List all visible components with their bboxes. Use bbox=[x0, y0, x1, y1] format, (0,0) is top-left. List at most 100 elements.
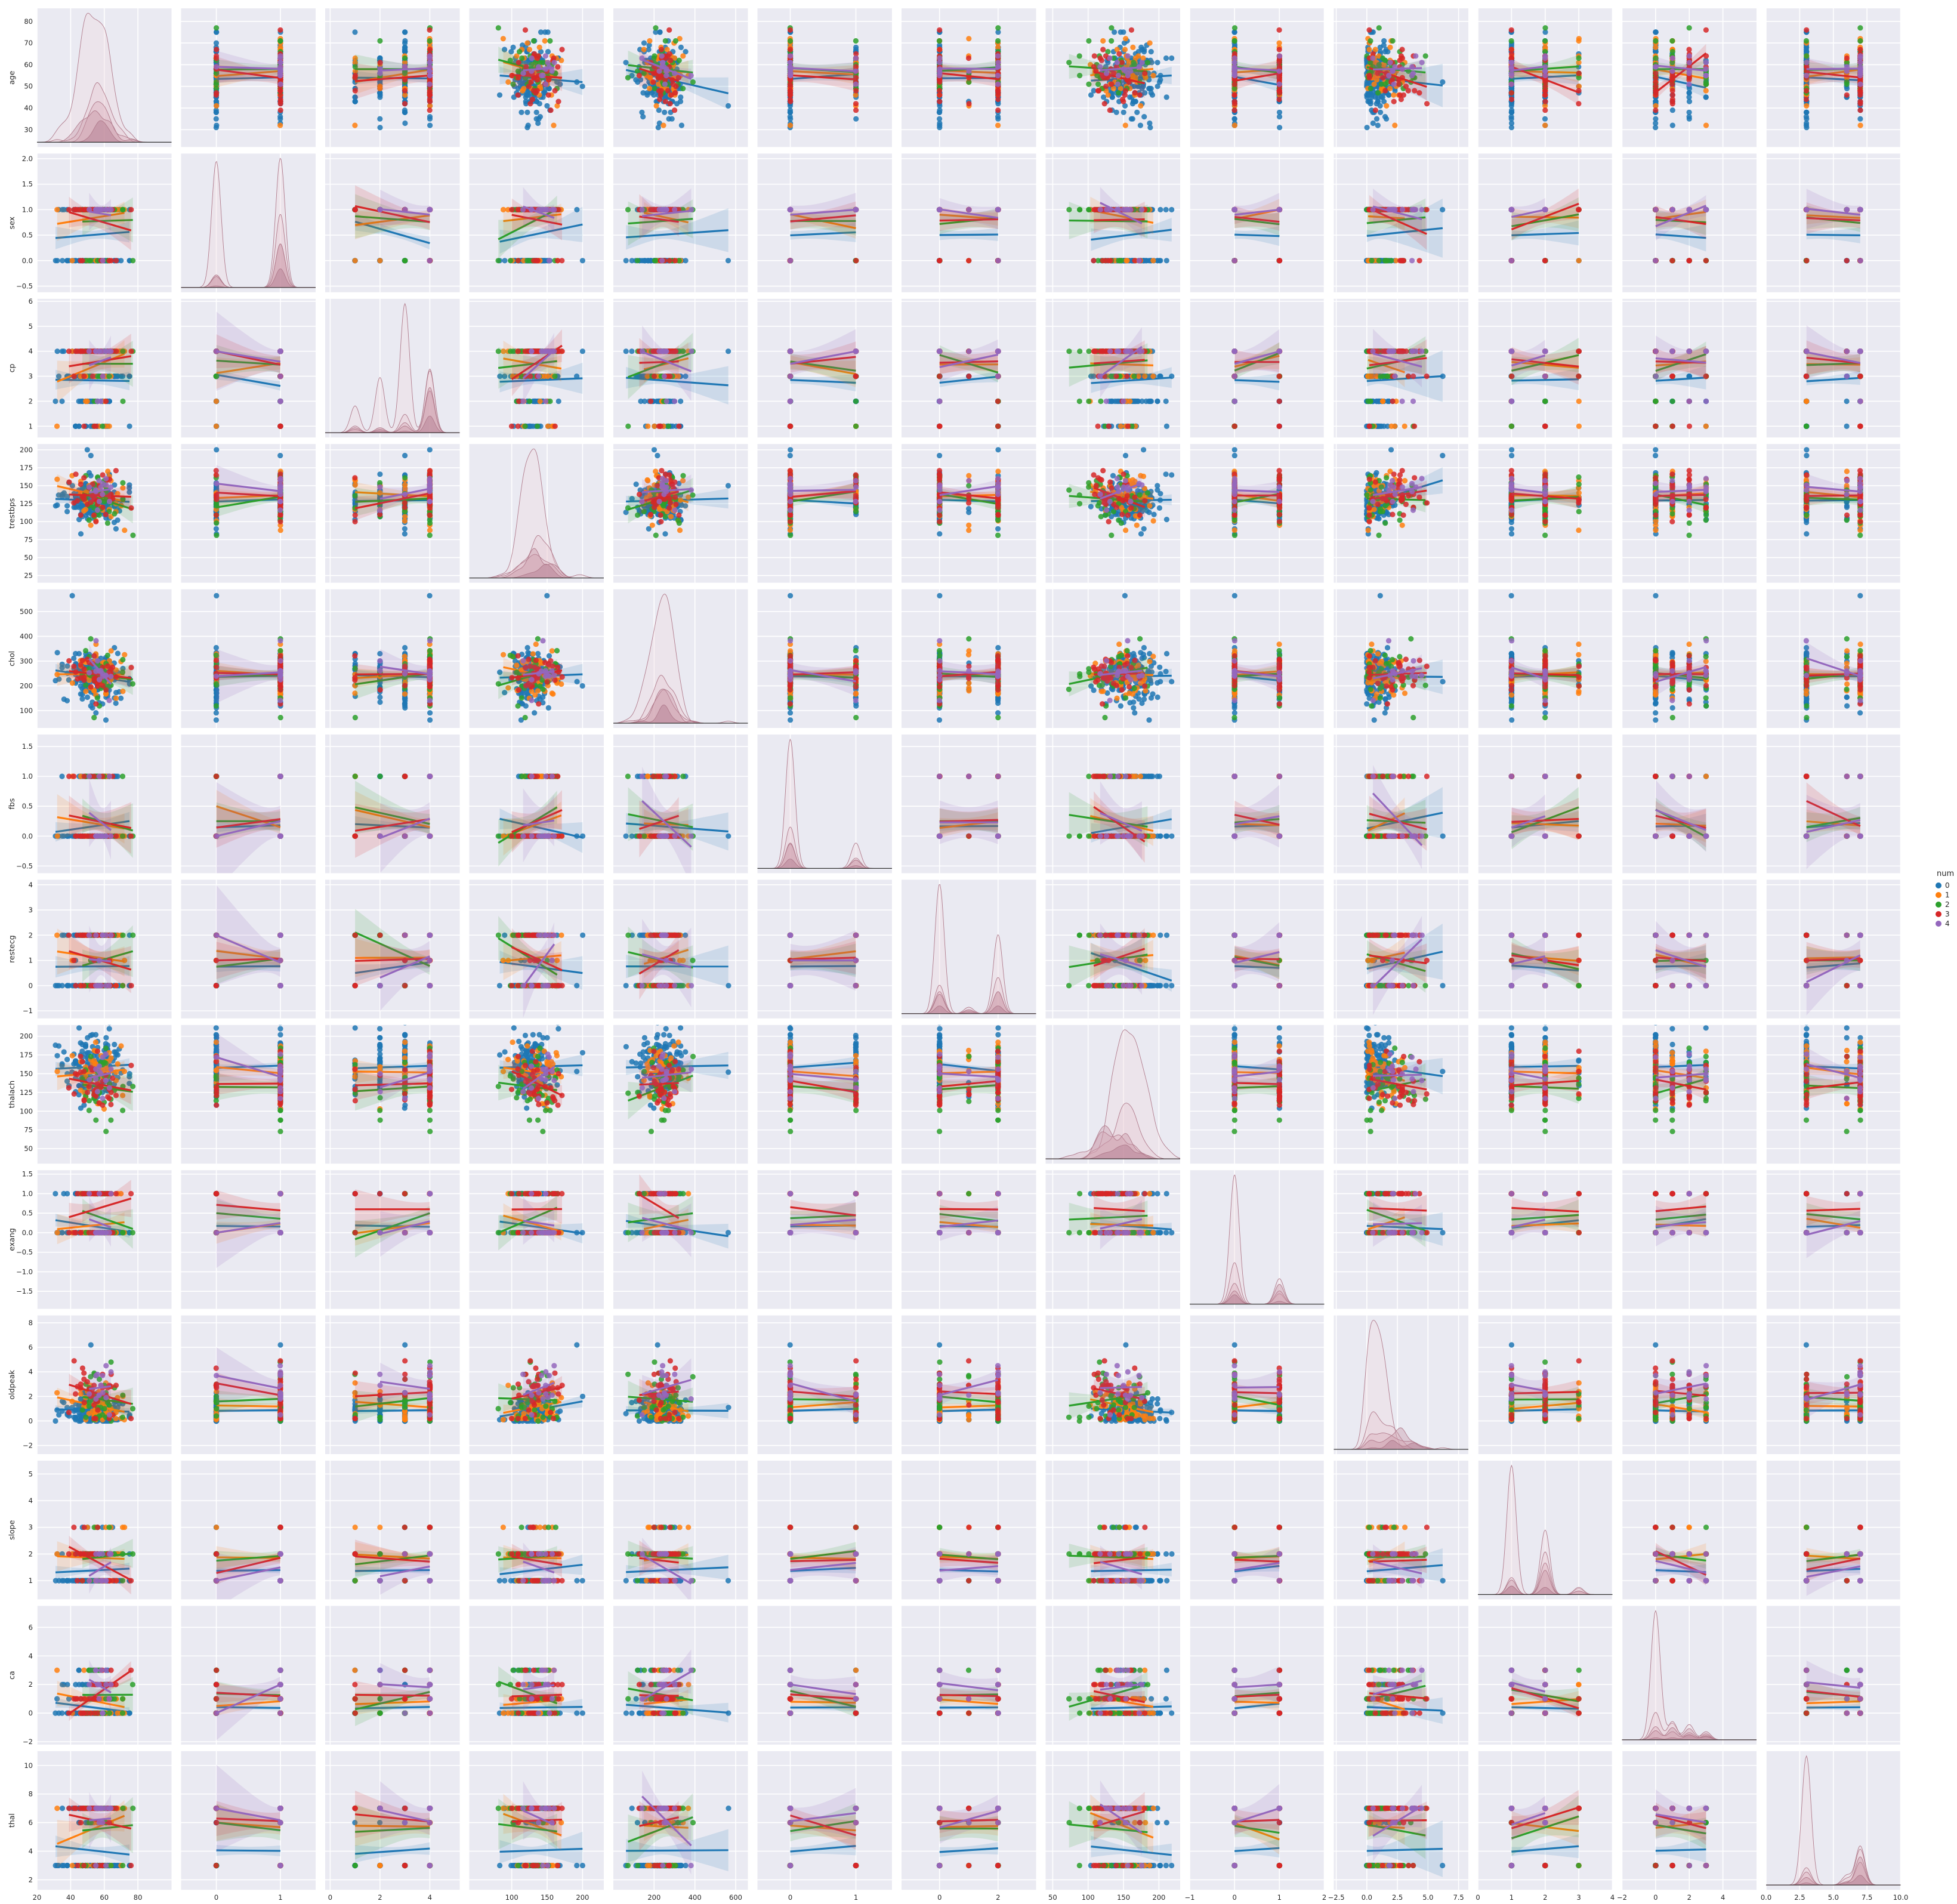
point-num-3 bbox=[937, 98, 943, 104]
point-num-3 bbox=[1803, 96, 1809, 103]
reg-line-num-3 bbox=[1369, 67, 1427, 88]
point-num-0 bbox=[542, 29, 548, 35]
point-num-4 bbox=[1703, 60, 1709, 66]
point-num-4 bbox=[1231, 60, 1237, 66]
reg-line-num-3 bbox=[638, 67, 680, 82]
point-num-4 bbox=[1370, 55, 1376, 61]
point-num-0 bbox=[533, 98, 540, 104]
point-num-3 bbox=[1403, 84, 1409, 90]
point-num-0 bbox=[1147, 125, 1153, 131]
point-num-3 bbox=[1100, 47, 1106, 53]
point-num-2 bbox=[533, 60, 539, 66]
point-num-1 bbox=[677, 36, 683, 42]
point-num-2 bbox=[966, 79, 972, 85]
point-num-2 bbox=[1669, 49, 1675, 55]
point-num-3 bbox=[1669, 88, 1675, 94]
point-num-4 bbox=[1097, 64, 1103, 70]
ci-band-num-3 bbox=[355, 63, 430, 100]
point-num-1 bbox=[1542, 122, 1548, 128]
point-num-2 bbox=[634, 258, 640, 264]
point-num-0 bbox=[623, 258, 629, 264]
cell-age-vs-thalach bbox=[1045, 8, 1180, 147]
point-num-0 bbox=[655, 125, 661, 131]
point-num-1 bbox=[1123, 36, 1129, 42]
point-num-3 bbox=[1508, 55, 1514, 61]
point-num-0 bbox=[683, 258, 689, 264]
point-num-2 bbox=[1231, 38, 1237, 44]
point-num-2 bbox=[1376, 25, 1382, 31]
point-num-1 bbox=[1140, 55, 1146, 61]
point-num-1 bbox=[536, 44, 542, 50]
point-num-1 bbox=[520, 88, 526, 94]
point-num-4 bbox=[277, 73, 283, 79]
point-num-2 bbox=[1086, 81, 1092, 87]
ytick-age-4: 60 bbox=[24, 60, 33, 69]
point-num-0 bbox=[1231, 116, 1237, 122]
point-num-2 bbox=[662, 38, 668, 44]
point-num-2 bbox=[495, 258, 501, 264]
point-num-3 bbox=[787, 92, 793, 98]
point-num-0 bbox=[1381, 42, 1387, 48]
point-num-1 bbox=[1130, 44, 1136, 50]
point-num-3 bbox=[1095, 88, 1101, 94]
point-num-4 bbox=[427, 55, 433, 61]
point-num-3 bbox=[1101, 101, 1107, 107]
point-num-4 bbox=[1669, 55, 1675, 61]
point-num-4 bbox=[1231, 55, 1237, 61]
point-num-1 bbox=[995, 122, 1001, 128]
point-num-3 bbox=[1653, 70, 1659, 76]
point-num-3 bbox=[1857, 101, 1863, 107]
point-num-2 bbox=[1095, 81, 1101, 87]
point-num-1 bbox=[853, 92, 859, 98]
point-num-0 bbox=[1508, 120, 1515, 126]
point-num-3 bbox=[965, 55, 972, 61]
point-num-0 bbox=[1803, 114, 1809, 120]
point-num-3 bbox=[352, 206, 358, 212]
point-num-3 bbox=[1097, 55, 1103, 61]
cell-sex-vs-chol bbox=[613, 153, 748, 292]
point-num-3 bbox=[1669, 96, 1675, 103]
point-num-2 bbox=[1804, 53, 1810, 59]
point-num-2 bbox=[1653, 38, 1659, 44]
point-num-0 bbox=[1653, 120, 1659, 126]
point-num-4 bbox=[1419, 60, 1425, 66]
point-num-3 bbox=[787, 96, 794, 103]
point-num-0 bbox=[1370, 120, 1376, 126]
point-num-3 bbox=[1508, 90, 1514, 96]
point-num-3 bbox=[1857, 92, 1863, 98]
point-num-1 bbox=[377, 84, 383, 90]
reg-line-num-0 bbox=[1655, 75, 1706, 89]
ci-band-num-3 bbox=[216, 56, 280, 85]
point-num-0 bbox=[214, 29, 220, 35]
point-num-3 bbox=[670, 81, 676, 87]
point-num-3 bbox=[788, 47, 794, 53]
point-num-0 bbox=[377, 94, 383, 100]
point-num-3 bbox=[1107, 107, 1113, 113]
point-num-3 bbox=[1542, 84, 1548, 90]
point-num-3 bbox=[352, 75, 358, 81]
point-num-0 bbox=[1509, 109, 1515, 115]
point-num-2 bbox=[1669, 38, 1675, 44]
point-num-4 bbox=[1669, 68, 1675, 74]
point-num-0 bbox=[1163, 55, 1169, 61]
reg-line-num-4 bbox=[1655, 64, 1706, 72]
ytick-sex-1: 0.0 bbox=[22, 257, 33, 265]
point-num-4 bbox=[277, 81, 283, 87]
point-num-0 bbox=[579, 258, 586, 264]
point-num-1 bbox=[653, 103, 659, 109]
point-num-4 bbox=[1103, 70, 1110, 76]
point-num-3 bbox=[1109, 81, 1115, 87]
point-num-0 bbox=[511, 94, 517, 100]
point-num-2 bbox=[87, 258, 92, 264]
point-num-0 bbox=[1369, 92, 1375, 98]
ytick-sex-0: −0.5 bbox=[16, 282, 33, 291]
ytick-sex-2: 0.5 bbox=[22, 231, 33, 239]
point-num-4 bbox=[688, 73, 694, 79]
point-num-0 bbox=[1231, 29, 1237, 35]
point-num-1 bbox=[672, 55, 678, 61]
point-num-4 bbox=[966, 68, 972, 74]
cell-age-vs-age bbox=[36, 8, 172, 147]
point-num-3 bbox=[1686, 47, 1692, 53]
point-num-3 bbox=[213, 55, 220, 61]
point-num-4 bbox=[100, 258, 106, 264]
